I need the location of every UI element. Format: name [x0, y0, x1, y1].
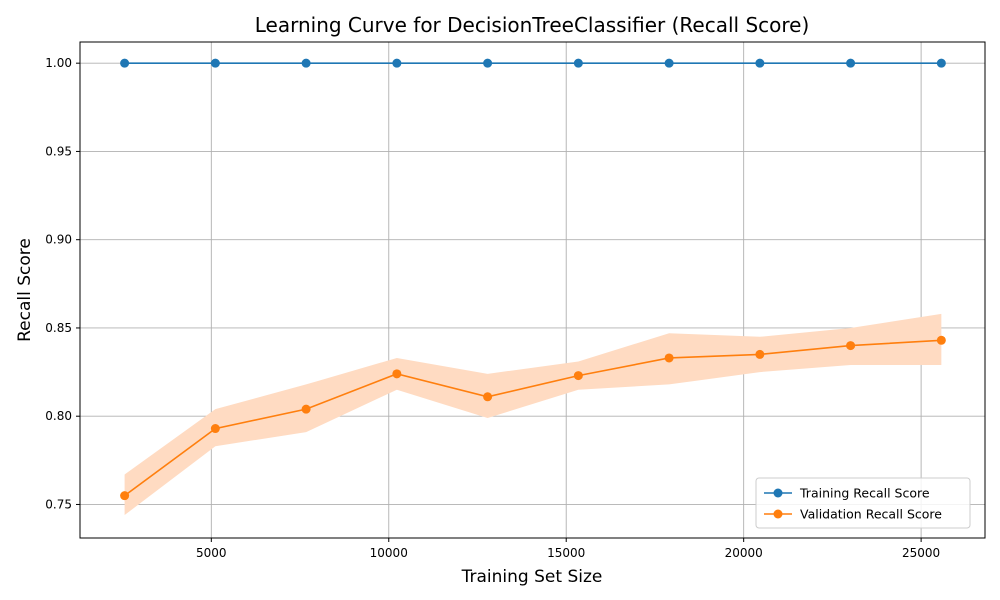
- data-point: [846, 341, 856, 351]
- x-tick-label: 5000: [196, 546, 227, 560]
- data-point: [755, 349, 765, 359]
- y-tick-label: 0.75: [45, 497, 72, 511]
- data-point: [664, 353, 674, 363]
- legend-label: Validation Recall Score: [800, 507, 942, 522]
- x-tick-label: 15000: [547, 546, 585, 560]
- x-axis-title: Training Set Size: [461, 567, 603, 587]
- data-point: [301, 58, 311, 68]
- data-point: [210, 58, 220, 68]
- y-tick-label: 0.90: [45, 233, 72, 247]
- legend-marker: [773, 509, 783, 519]
- data-point: [664, 58, 674, 68]
- legend-box: [755, 477, 971, 529]
- data-point: [301, 404, 311, 414]
- y-tick-label: 0.85: [45, 321, 72, 335]
- plot-frame: [79, 41, 986, 539]
- data-point: [483, 58, 493, 68]
- data-point: [936, 335, 946, 345]
- x-tick-label: 10000: [370, 546, 408, 560]
- y-tick-label: 1.00: [45, 56, 72, 70]
- data-point: [846, 58, 856, 68]
- x-tick-label: 25000: [902, 546, 940, 560]
- series-lines: [120, 58, 946, 501]
- legend: Training Recall Score Validation Recall S…: [755, 477, 971, 529]
- y-tick-label: 0.95: [45, 144, 72, 158]
- series-line: [124, 339, 942, 497]
- data-point: [936, 58, 946, 68]
- data-point: [483, 392, 493, 402]
- data-point: [755, 58, 765, 68]
- legend-marker: [773, 488, 783, 498]
- confidence-band: [124, 313, 942, 516]
- data-point: [573, 371, 583, 381]
- data-point: [120, 58, 130, 68]
- data-point: [573, 58, 583, 68]
- axis-ticks: 5000 10000 15000 20000 25000 0.75 0.80 0.85 0.90…: [45, 56, 940, 560]
- data-point: [392, 58, 402, 68]
- data-point: [210, 424, 220, 434]
- x-tick-label: 20000: [725, 546, 763, 560]
- y-axis-title: Recall Score: [15, 238, 35, 342]
- legend-label: Training Recall Score: [799, 486, 930, 501]
- confidence-bands: [124, 313, 942, 516]
- y-tick-label: 0.80: [45, 409, 72, 423]
- data-point: [120, 491, 130, 501]
- data-point: [392, 369, 402, 379]
- chart-title: Learning Curve for DecisionTreeClassifie…: [255, 13, 810, 37]
